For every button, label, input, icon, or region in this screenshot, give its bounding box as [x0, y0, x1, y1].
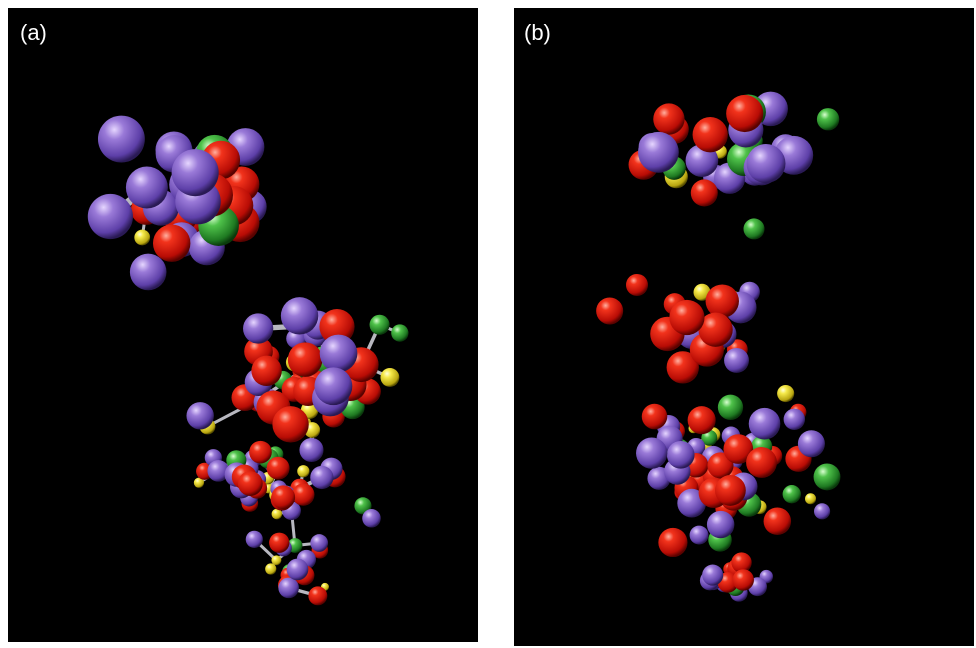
atom	[310, 466, 333, 489]
atom	[126, 167, 168, 209]
atom	[370, 315, 390, 335]
atom	[746, 144, 785, 183]
panel-label: (b)	[524, 20, 551, 45]
atom	[265, 563, 276, 574]
atom	[251, 356, 281, 386]
atom	[267, 457, 290, 480]
atom	[814, 503, 830, 519]
atom	[746, 447, 777, 478]
atom	[715, 475, 746, 506]
atom	[764, 507, 792, 535]
atom	[98, 116, 145, 163]
atom	[172, 149, 219, 196]
atom	[667, 441, 695, 469]
atom	[690, 526, 709, 545]
atom	[287, 559, 309, 581]
atom	[314, 367, 352, 405]
atom	[784, 409, 805, 430]
atom	[310, 534, 328, 552]
atom	[707, 511, 734, 538]
panel-label: (a)	[20, 20, 47, 45]
atom	[281, 297, 318, 334]
atom	[724, 348, 749, 373]
atom	[653, 103, 684, 134]
figure: (a) (b)	[0, 0, 976, 648]
atom	[292, 483, 314, 505]
atom	[246, 531, 263, 548]
panel-background	[8, 8, 478, 642]
atom	[718, 395, 743, 420]
atom	[308, 586, 327, 605]
atom	[693, 117, 728, 152]
atom	[271, 485, 295, 509]
atom	[238, 471, 263, 496]
atom	[691, 179, 718, 206]
atom	[814, 463, 841, 490]
atom	[88, 194, 133, 239]
atom	[636, 437, 667, 468]
atom	[798, 430, 825, 457]
atom	[743, 218, 764, 239]
atom	[278, 578, 299, 599]
atom	[749, 408, 781, 440]
atom	[134, 230, 150, 246]
atom	[153, 224, 190, 261]
atom	[243, 313, 273, 343]
atom	[130, 254, 167, 291]
atom	[702, 565, 723, 586]
atom	[805, 493, 816, 504]
atom	[626, 274, 648, 296]
atom	[733, 569, 754, 590]
atom	[638, 132, 679, 173]
atom	[783, 485, 801, 503]
atom	[186, 402, 213, 429]
atom	[777, 385, 794, 402]
atom	[669, 300, 704, 335]
atom	[297, 465, 309, 477]
atom	[596, 297, 623, 324]
atom	[269, 533, 289, 553]
atom	[320, 335, 358, 373]
atom	[817, 108, 839, 130]
page: {"panels": [{"label": "(a)"}, {"label": …	[0, 0, 976, 648]
atom	[658, 528, 687, 557]
atom	[249, 441, 272, 464]
atom	[288, 342, 323, 377]
atom	[726, 95, 763, 132]
atom	[391, 324, 408, 341]
atom	[380, 368, 399, 387]
atom	[642, 404, 668, 430]
atom	[706, 284, 739, 317]
atom	[272, 406, 308, 442]
atom	[362, 509, 381, 528]
atom	[271, 555, 281, 565]
atom	[299, 438, 323, 462]
atom	[688, 406, 716, 434]
